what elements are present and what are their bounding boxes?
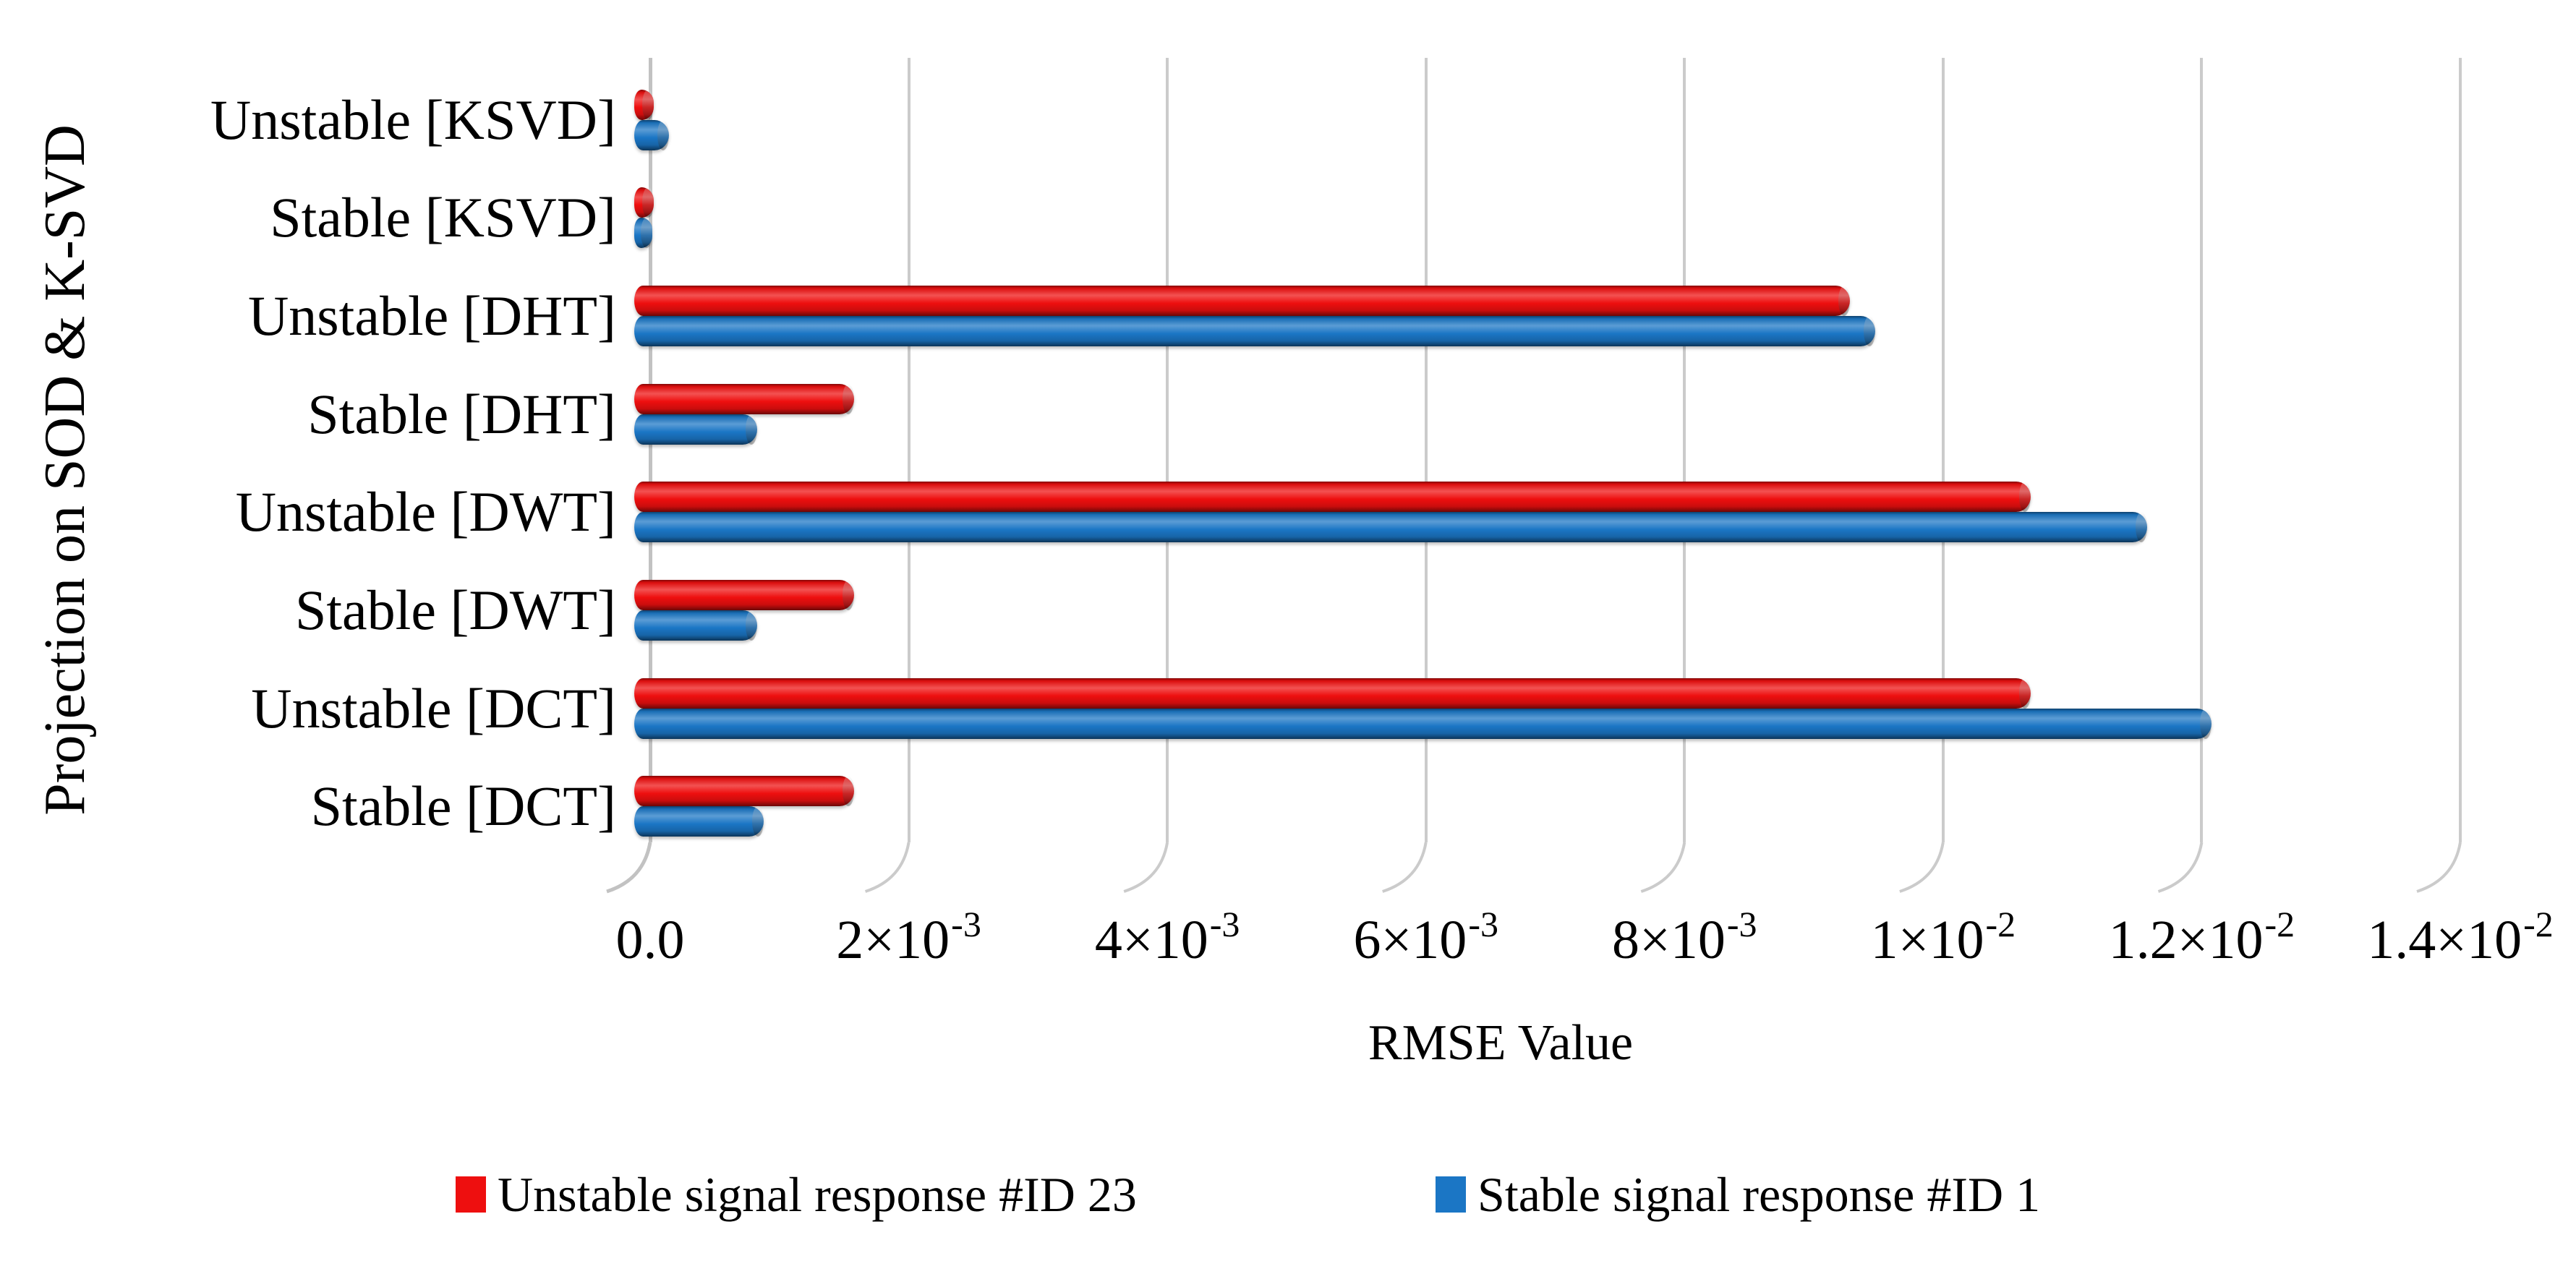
gridline-tail (2416, 842, 2462, 893)
tick-mantissa: 1.2×10 (2108, 910, 2264, 970)
legend-item: Unstable signal response #ID 23 (456, 1170, 1137, 1219)
tick-exponent: -3 (1468, 904, 1498, 944)
gridline (1683, 58, 1686, 842)
tick-mantissa: 0.0 (615, 910, 685, 970)
gridline (1166, 58, 1169, 842)
legend-item: Stable signal response #ID 1 (1436, 1170, 2040, 1219)
legend-swatch-icon (1436, 1176, 1466, 1213)
unstable-series-bar (634, 89, 654, 120)
tick-mantissa: 1.4×10 (2367, 910, 2522, 970)
gridline-tail (864, 842, 910, 893)
x-tick-label: 1×10-2 (1870, 906, 2016, 970)
category-label: Unstable [DCT] (251, 676, 616, 740)
gridline-tail (1899, 842, 1945, 893)
stable-series-bar (634, 414, 757, 445)
x-tick-label: 4×10-3 (1094, 906, 1240, 970)
category-label: Unstable [DWT] (235, 480, 616, 544)
stable-series-bar (634, 218, 653, 249)
x-tick-label: 6×10-3 (1353, 906, 1498, 970)
unstable-series-bar (634, 482, 2031, 513)
category-label: Stable [DHT] (307, 382, 616, 445)
x-tick-label: 1.2×10-2 (2108, 906, 2295, 970)
category-label: Stable [DCT] (310, 774, 616, 838)
x-tick-label: 8×10-3 (1612, 906, 1757, 970)
gridline-tail (606, 842, 652, 894)
gridline-tail (1382, 842, 1428, 893)
tick-exponent: -3 (1209, 904, 1240, 944)
tick-exponent: -3 (951, 904, 981, 944)
unstable-series-bar (634, 776, 855, 807)
x-tick-label: 0.0 (616, 912, 685, 967)
category-label: Unstable [DHT] (247, 284, 616, 348)
category-label: Unstable [KSVD] (210, 87, 616, 151)
gridline (2200, 58, 2204, 842)
stable-series-bar (634, 708, 2212, 739)
legend-label: Stable signal response #ID 1 (1477, 1167, 2041, 1222)
tick-mantissa: 4×10 (1094, 910, 1208, 970)
category-label: Stable [DWT] (294, 578, 616, 641)
tick-mantissa: 6×10 (1353, 910, 1467, 970)
unstable-series-bar (634, 677, 2031, 709)
category-label: Stable [KSVD] (270, 186, 616, 249)
gridline (1941, 58, 1945, 842)
y-axis-line (649, 58, 652, 842)
tick-mantissa: 8×10 (1612, 910, 1726, 970)
gridline-tail (2157, 842, 2204, 893)
unstable-series-bar (634, 383, 855, 414)
stable-series-bar (634, 806, 764, 837)
stable-series-bar (634, 610, 757, 641)
legend-swatch-icon (456, 1176, 486, 1213)
stable-series-bar (634, 512, 2147, 543)
gridline-tail (1123, 842, 1169, 893)
tick-mantissa: 1×10 (1870, 910, 1984, 970)
unstable-series-bar (634, 579, 855, 610)
gridline (2459, 58, 2462, 842)
stable-series-bar (634, 316, 1876, 347)
tick-exponent: -2 (2523, 904, 2554, 944)
gridline (907, 58, 910, 842)
x-axis-title: RMSE Value (1368, 1015, 1634, 1071)
gridline (1424, 58, 1428, 842)
tick-exponent: -2 (2264, 904, 2295, 944)
stable-series-bar (634, 119, 670, 150)
tick-exponent: -3 (1726, 904, 1757, 944)
x-tick-label: 1.4×10-2 (2367, 906, 2554, 970)
unstable-series-bar (634, 187, 654, 218)
gridline-tail (1640, 842, 1686, 893)
legend-label: Unstable signal response #ID 23 (498, 1167, 1137, 1222)
x-tick-label: 2×10-3 (836, 906, 981, 970)
tick-mantissa: 2×10 (836, 910, 950, 970)
unstable-series-bar (634, 286, 1850, 317)
tick-exponent: -2 (1985, 904, 2016, 944)
